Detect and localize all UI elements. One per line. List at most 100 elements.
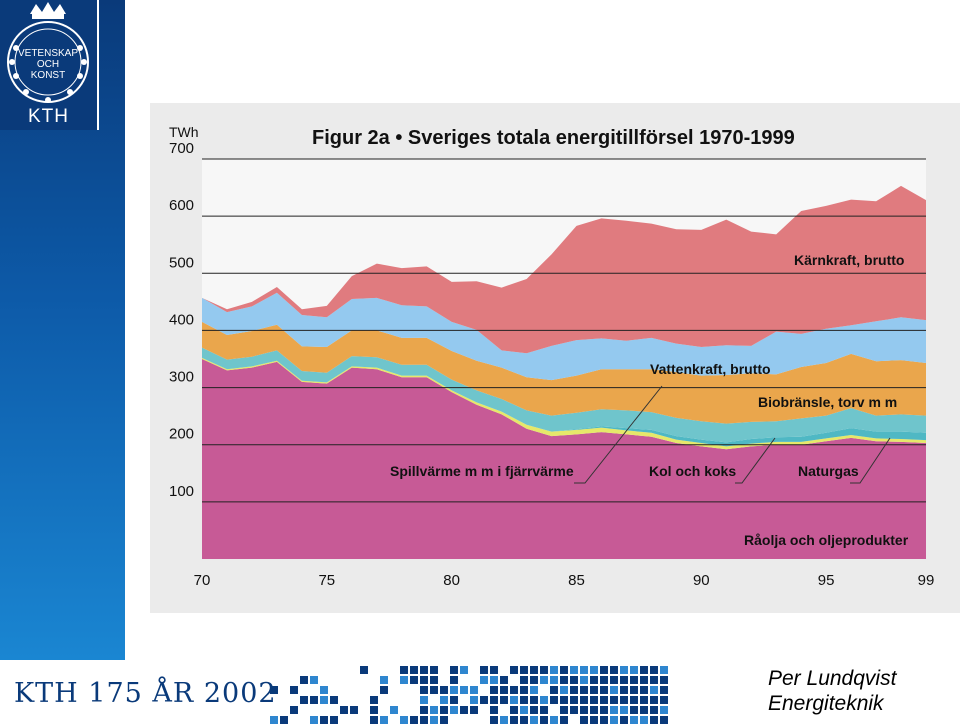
pixel-square — [480, 696, 488, 704]
pixel-square — [580, 686, 588, 694]
pixel-square — [570, 666, 578, 674]
pixel-square — [620, 676, 628, 684]
pixel-square — [530, 716, 538, 724]
pixel-square — [600, 716, 608, 724]
pixel-square — [510, 686, 518, 694]
pixel-square — [300, 696, 308, 704]
pixel-square — [550, 676, 558, 684]
pixel-square — [500, 696, 508, 704]
pixel-square — [560, 716, 568, 724]
pixel-square — [620, 716, 628, 724]
pixel-square — [310, 696, 318, 704]
pixel-square — [410, 716, 418, 724]
pixel-square — [520, 686, 528, 694]
pixel-square — [600, 666, 608, 674]
pixel-square — [630, 706, 638, 714]
pixel-square — [490, 666, 498, 674]
pixel-square — [280, 716, 288, 724]
pixel-square — [480, 666, 488, 674]
kth-logo: VETENSKAP OCH KONST KTH — [0, 0, 99, 130]
pixel-square — [650, 666, 658, 674]
logo-line-3: KONST — [31, 70, 65, 81]
pixel-square — [450, 706, 458, 714]
pixel-square — [580, 706, 588, 714]
pixel-square — [530, 686, 538, 694]
pixel-square — [460, 686, 468, 694]
pixel-square — [590, 696, 598, 704]
pixel-square — [560, 706, 568, 714]
pixel-square — [480, 676, 488, 684]
pixel-square — [490, 706, 498, 714]
pixel-square — [560, 696, 568, 704]
pixel-square — [420, 686, 428, 694]
area-series-6 — [202, 185, 926, 354]
pixel-square — [640, 666, 648, 674]
pixel-square — [630, 666, 638, 674]
pixel-square — [450, 696, 458, 704]
pixel-square — [430, 666, 438, 674]
pixel-square — [630, 686, 638, 694]
kth-seal-icon: VETENSKAP OCH KONST — [7, 2, 89, 103]
pixel-square — [600, 706, 608, 714]
pixel-square — [660, 716, 668, 724]
energy-supply-chart: 100 200 300 400 500 600 700 70 75 80 85 90 95 99 Fig… — [169, 124, 934, 589]
pixel-square — [600, 696, 608, 704]
pixel-square — [660, 686, 668, 694]
pixel-square — [610, 676, 618, 684]
pixel-square — [590, 706, 598, 714]
author-name: Per Lundqvist — [768, 667, 897, 690]
pixel-square — [430, 676, 438, 684]
pixel-square — [490, 696, 498, 704]
pixel-square — [650, 706, 658, 714]
pixel-square — [570, 706, 578, 714]
pixel-square — [380, 686, 388, 694]
pixel-square — [510, 706, 518, 714]
pixel-square — [420, 696, 428, 704]
pixel-square — [370, 706, 378, 714]
pixel-square — [390, 706, 398, 714]
pixel-square — [400, 666, 408, 674]
x-tick-label: 80 — [443, 572, 460, 589]
pixel-square — [620, 666, 628, 674]
pixel-square — [520, 706, 528, 714]
pixel-square — [500, 686, 508, 694]
pixel-square — [470, 686, 478, 694]
footer-banner — [0, 665, 668, 726]
pixel-square — [610, 666, 618, 674]
pixel-square — [630, 696, 638, 704]
pixel-square — [640, 716, 648, 724]
pixel-square — [640, 706, 648, 714]
pixel-square — [420, 676, 428, 684]
pixel-square — [490, 676, 498, 684]
pixel-square — [340, 706, 348, 714]
label-biobransle: Biobränsle, torv m m — [758, 394, 897, 410]
pixel-square — [570, 696, 578, 704]
pixel-square — [530, 666, 538, 674]
pixel-square — [440, 686, 448, 694]
pixel-square — [440, 706, 448, 714]
y-tick-label: 700 — [169, 140, 194, 157]
pixel-square — [330, 696, 338, 704]
pixel-square — [570, 686, 578, 694]
pixel-square — [580, 666, 588, 674]
pixel-square — [660, 676, 668, 684]
y-axis-label: TWh — [169, 124, 199, 140]
pixel-square — [310, 676, 318, 684]
logo-wordmark: KTH — [28, 106, 69, 127]
pixel-square — [570, 676, 578, 684]
pixel-square — [540, 716, 548, 724]
pixel-square — [550, 716, 558, 724]
pixel-square — [650, 676, 658, 684]
pixel-square — [580, 676, 588, 684]
pixel-square — [460, 666, 468, 674]
pixel-square — [640, 696, 648, 704]
pixel-square — [290, 686, 298, 694]
pixel-square — [540, 676, 548, 684]
label-spillvarme: Spillvärme m m i fjärrvärme — [390, 463, 574, 479]
pixel-square — [350, 706, 358, 714]
author-department: Energiteknik — [768, 692, 884, 715]
pixel-square — [450, 686, 458, 694]
pixel-square — [470, 696, 478, 704]
pixel-square — [270, 716, 278, 724]
pixel-square — [360, 666, 368, 674]
